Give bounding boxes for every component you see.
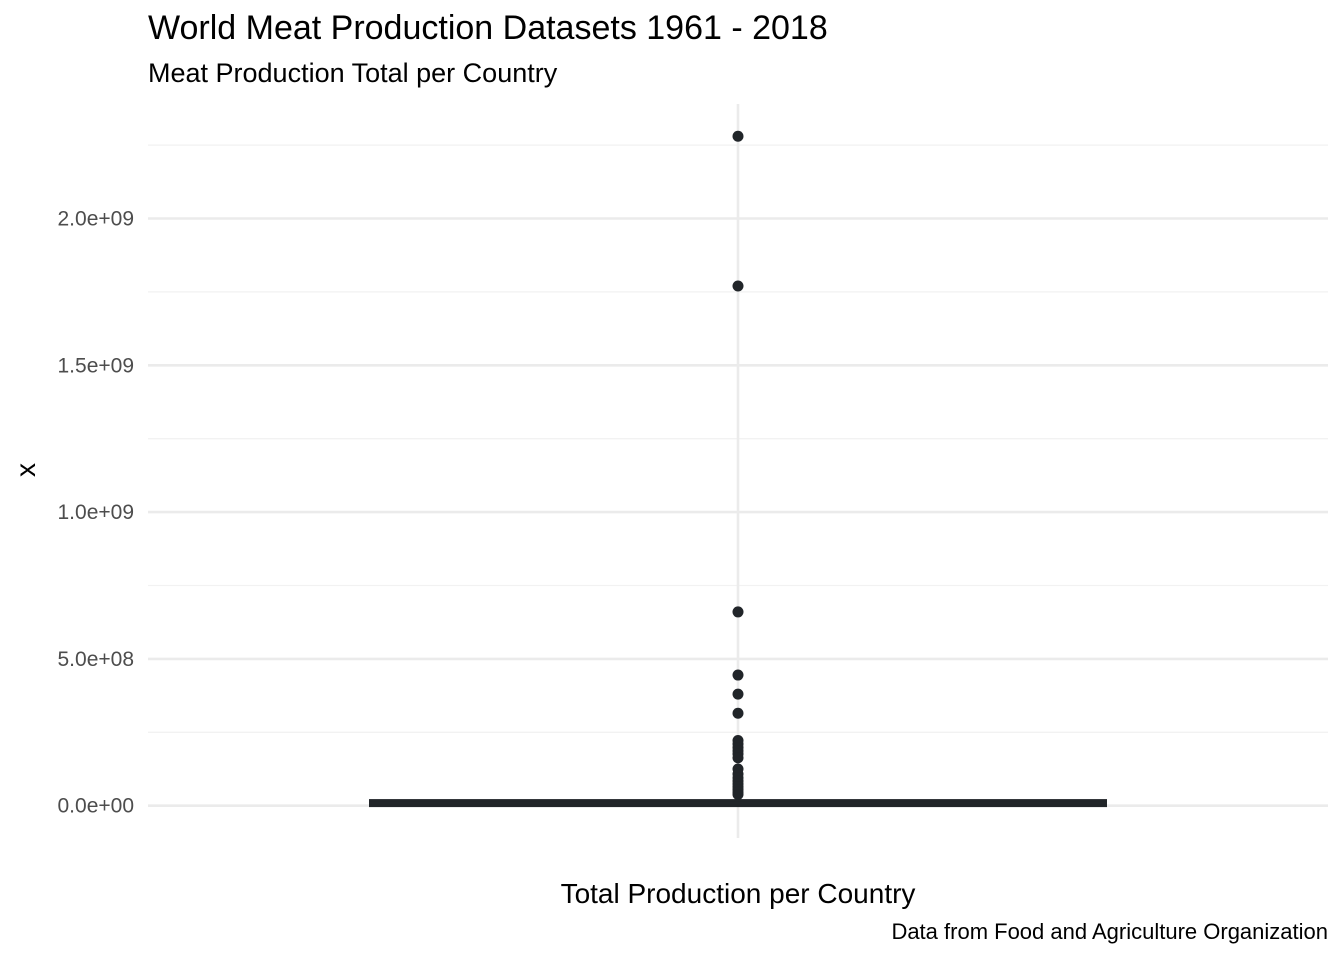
- y-tick-label: 5.0e+08: [58, 648, 135, 671]
- grid-layer: [148, 104, 1328, 838]
- y-axis-ticks: 0.0e+00 5.0e+08 1.0e+09 1.5e+09 2.0e+09: [58, 208, 135, 818]
- outlier-point: [732, 130, 744, 142]
- outlier-point: [732, 669, 744, 681]
- outlier-point: [732, 707, 744, 719]
- chart-subtitle: Meat Production Total per Country: [148, 58, 558, 88]
- outlier-points: [732, 130, 744, 801]
- y-tick-label: 1.0e+09: [58, 501, 135, 524]
- y-axis-title: x: [10, 463, 41, 477]
- outlier-point: [732, 752, 744, 764]
- chart-title: World Meat Production Datasets 1961 - 20…: [148, 9, 828, 47]
- outlier-point: [732, 280, 744, 292]
- outlier-point: [732, 789, 744, 801]
- x-axis-title: Total Production per Country: [561, 878, 916, 909]
- y-tick-label: 2.0e+09: [58, 208, 135, 231]
- y-tick-label: 1.5e+09: [58, 354, 135, 377]
- outlier-point: [732, 688, 744, 700]
- outlier-point: [732, 606, 744, 618]
- y-tick-label: 0.0e+00: [58, 795, 135, 818]
- chart-caption: Data from Food and Agriculture Organizat…: [891, 919, 1328, 944]
